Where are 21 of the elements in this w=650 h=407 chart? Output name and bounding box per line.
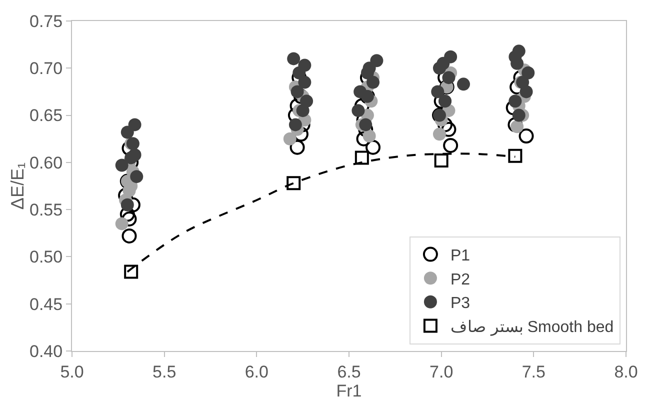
y-tick-label: 0.45: [30, 294, 63, 314]
x-tick-label: 8.0: [614, 362, 638, 382]
legend-label: P2: [450, 271, 470, 288]
x-axis-title: Fr1: [336, 381, 362, 400]
y-tick-label: 0.65: [30, 106, 63, 126]
legend-label: بستر صاف Smooth bed: [450, 318, 614, 336]
x-tick-label: 5.5: [152, 362, 176, 382]
x-tick-label: 5.0: [60, 362, 84, 382]
x-tick-label: 7.5: [522, 362, 546, 382]
y-tick-label: 0.55: [30, 200, 63, 220]
y-axis-title: ΔE/E₁: [8, 162, 28, 210]
x-tick-label: 7.0: [430, 362, 454, 382]
x-tick-label: 6.0: [244, 362, 268, 382]
y-tick-label: 0.70: [30, 59, 63, 78]
y-tick-label: 0.50: [30, 248, 63, 267]
legend-label: P3: [450, 295, 470, 312]
legend-label: P1: [450, 248, 470, 265]
y-tick-label: 0.60: [30, 153, 63, 172]
y-tick-label: 0.40: [30, 342, 63, 361]
y-tick-label: 0.75: [30, 12, 63, 31]
x-tick-label: 6.5: [337, 362, 361, 382]
